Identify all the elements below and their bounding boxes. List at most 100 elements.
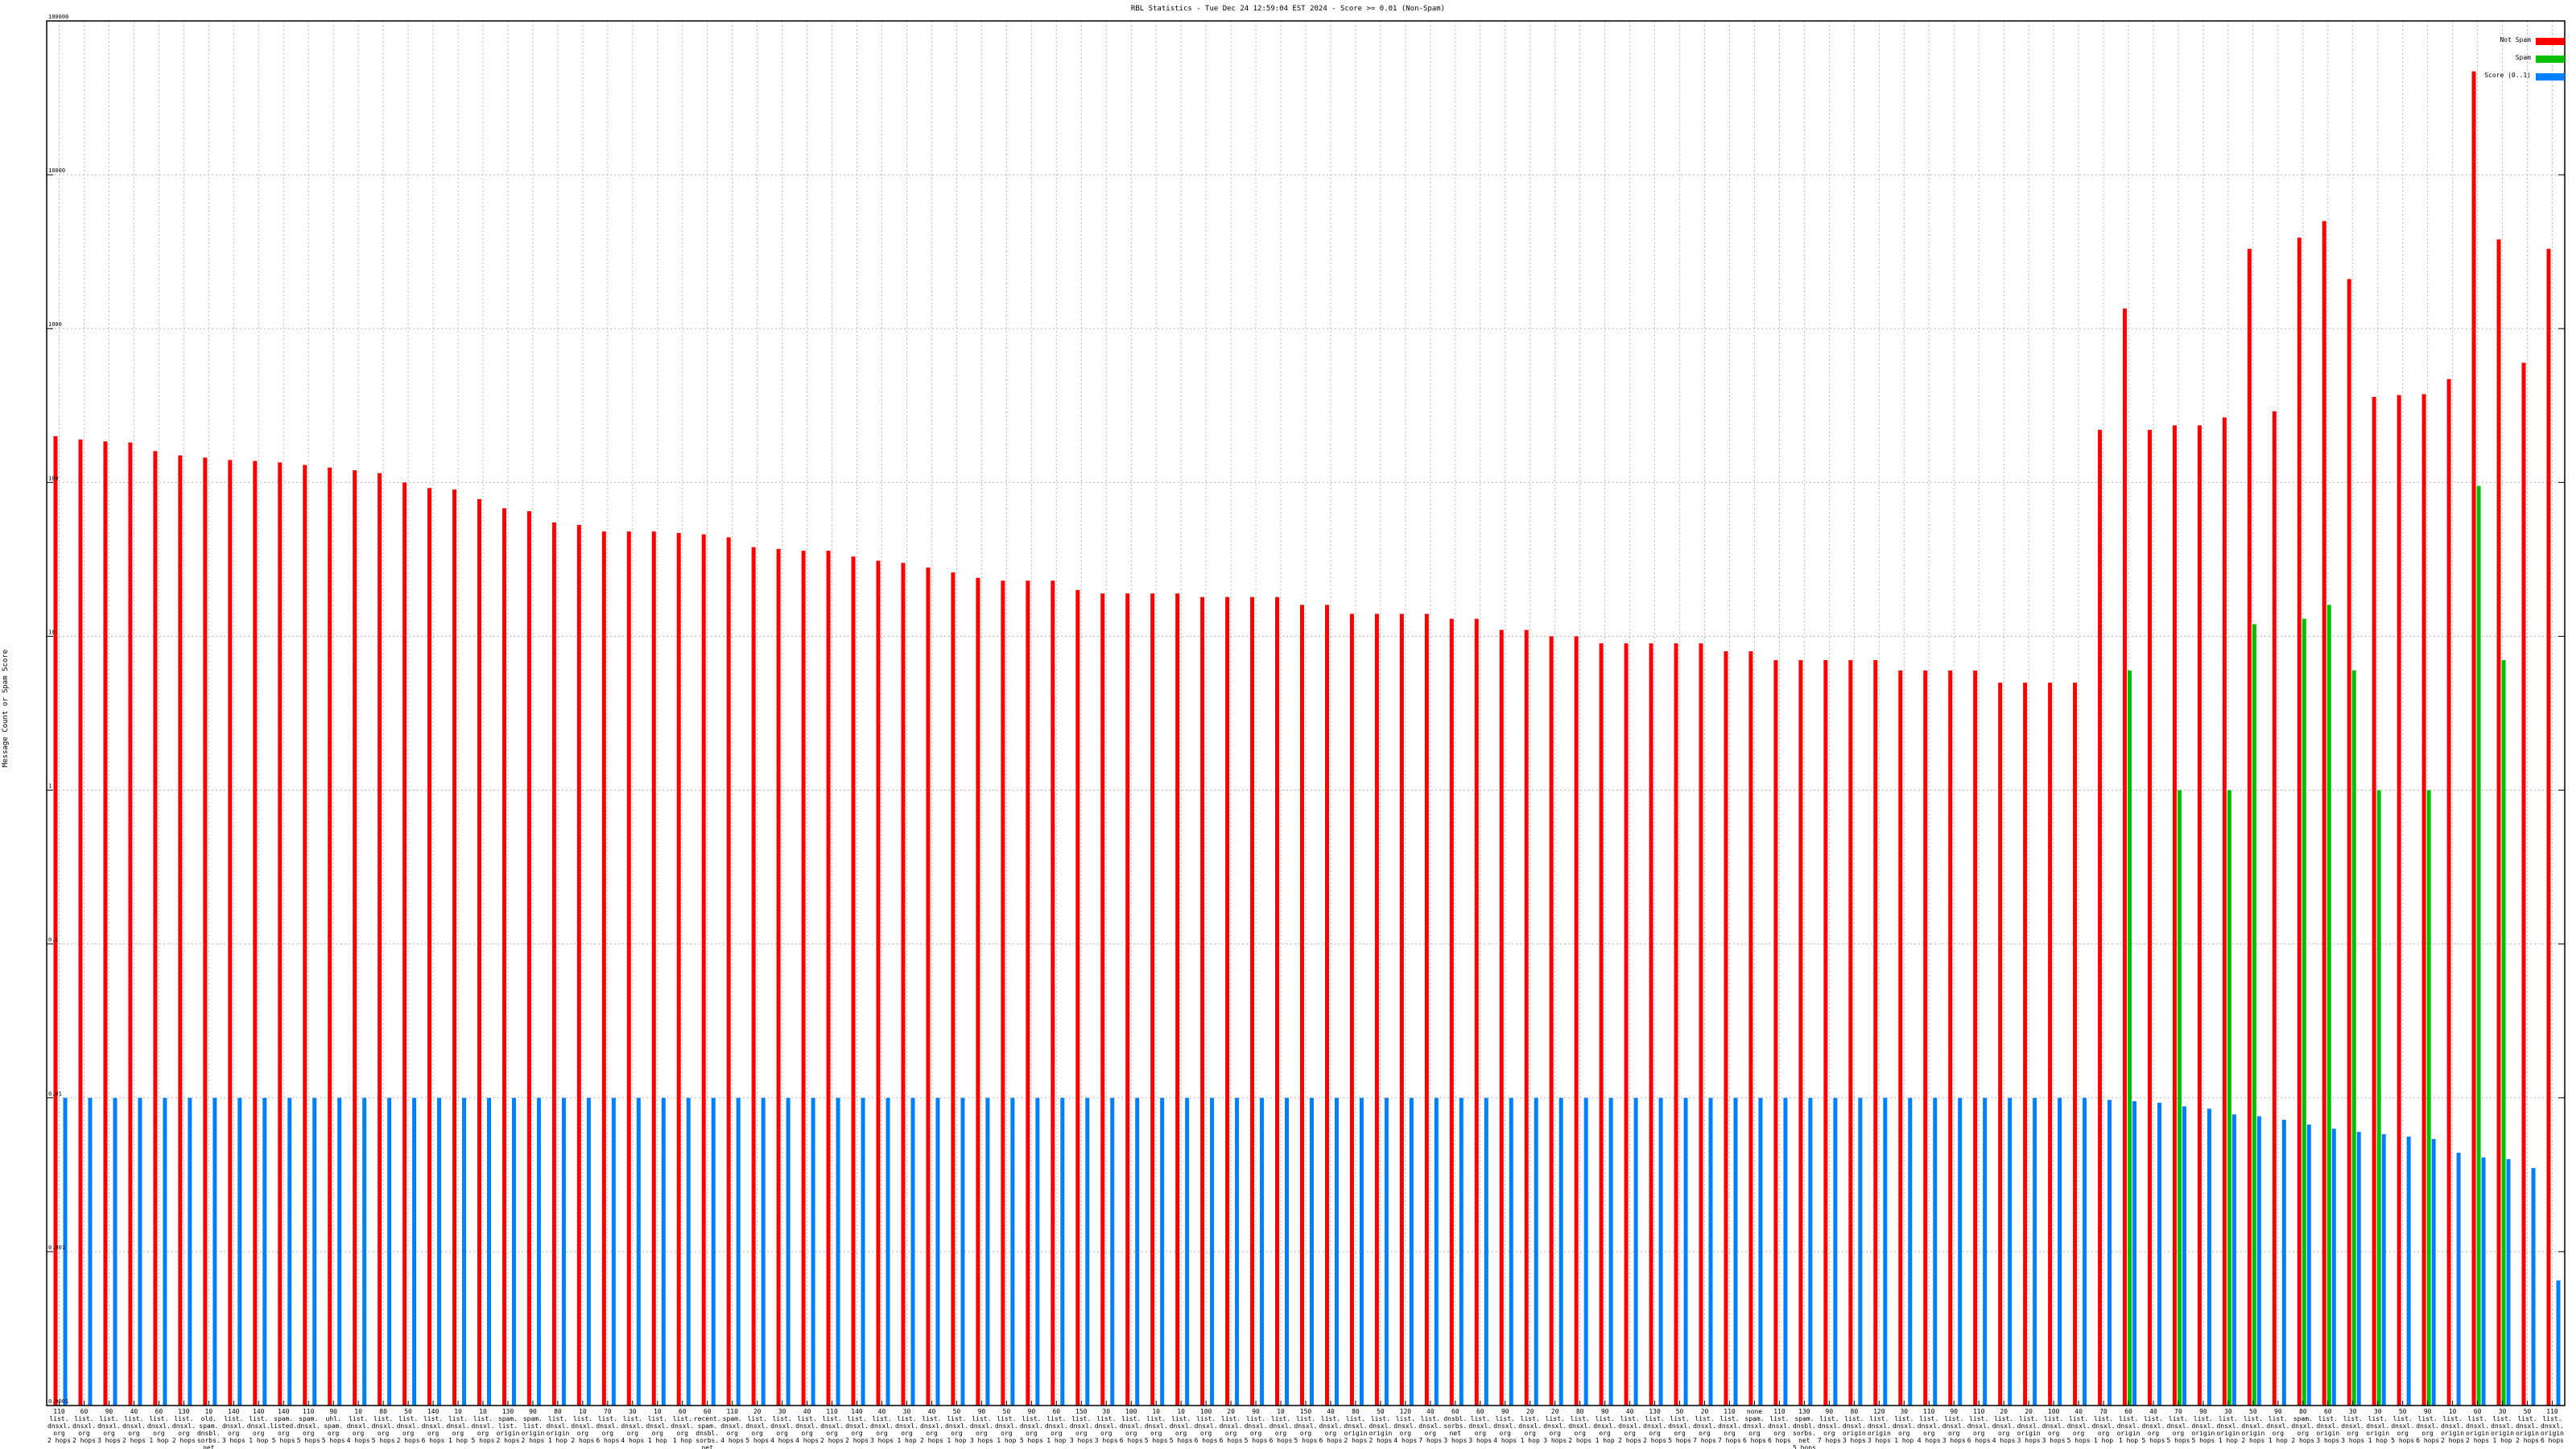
bar-score bbox=[237, 1097, 242, 1406]
x-category-label: 20 list. dnsxl. org 6 hops bbox=[1220, 1408, 1243, 1444]
x-category-label: 10 list. dnsxl. org 5 hops bbox=[1170, 1408, 1193, 1444]
x-category-label-line: 5 hops bbox=[2142, 1437, 2165, 1444]
bar-score bbox=[2556, 1280, 2561, 1406]
x-category-label-line: list. bbox=[2368, 1415, 2388, 1422]
bar-score bbox=[1783, 1097, 1788, 1406]
bar-not-spam bbox=[526, 511, 531, 1406]
x-category-label: 90 list. dnsxl. org 3 hops bbox=[970, 1408, 993, 1444]
bar-score bbox=[935, 1097, 940, 1406]
x-category-label-line: 10 bbox=[1177, 1408, 1185, 1415]
x-category-label-line: dnsxl. bbox=[1269, 1422, 1293, 1430]
x-category-label-line: dnsxl. bbox=[72, 1422, 96, 1430]
x-category-label-line: 1 hop bbox=[448, 1437, 468, 1444]
x-category-label-line: 20 bbox=[753, 1408, 762, 1415]
x-category-label: 60 dnsbl. sorbs. net 3 hops bbox=[1443, 1408, 1467, 1444]
x-category-label: 60 list. dnsxl. org 1 hop bbox=[1045, 1408, 1068, 1444]
x-category-label-line: org bbox=[2173, 1430, 2185, 1437]
bar-not-spam bbox=[1250, 597, 1255, 1406]
x-category-label-line: dnsxl. bbox=[770, 1422, 794, 1430]
x-category-label-line: 1 hop bbox=[2493, 1437, 2512, 1444]
x-category-label-line: dnsxl. bbox=[1319, 1422, 1343, 1430]
bar-not-spam bbox=[2471, 71, 2476, 1406]
x-category-label-line: 6 hops bbox=[1743, 1437, 1766, 1444]
x-category-label-line: 4 hops bbox=[720, 1437, 744, 1444]
x-category-label: 20 list. dnsxl. org 7 hops bbox=[1693, 1408, 1716, 1444]
x-category-label-line: 1 hop bbox=[2368, 1437, 2388, 1444]
x-category-label-line: 1 hop bbox=[673, 1437, 692, 1444]
x-category-label-line: dnsxl. bbox=[1768, 1422, 1791, 1430]
x-category-label-line: 4 hops bbox=[347, 1437, 370, 1444]
x-category-label-line: list. bbox=[2069, 1415, 2088, 1422]
x-category-label-line: 1 hop bbox=[1894, 1437, 1913, 1444]
bar-not-spam bbox=[2396, 394, 2401, 1406]
bar-score bbox=[2531, 1167, 2536, 1406]
x-category-label: 120 list. dnsxl. origin 3 hops bbox=[1868, 1408, 1891, 1444]
bar-spam bbox=[2501, 660, 2506, 1406]
x-category-label: 40 list. dnsxl. org 5 hops bbox=[2142, 1408, 2165, 1444]
x-category-label-line: list. bbox=[49, 1415, 68, 1422]
bar-score bbox=[1260, 1097, 1265, 1406]
x-category-label-line: dnsxl. bbox=[1120, 1422, 1143, 1430]
bar-score bbox=[2506, 1158, 2511, 1406]
x-category-label-line: org bbox=[677, 1430, 689, 1437]
x-category-label-line: 50 bbox=[2249, 1408, 2257, 1415]
bar-score bbox=[362, 1097, 367, 1406]
bar-not-spam bbox=[2272, 411, 2277, 1406]
x-category-label-line: 6 hops bbox=[2541, 1437, 2564, 1444]
x-category-label-line: list. bbox=[124, 1415, 143, 1422]
x-category-label-line: net bbox=[1450, 1430, 1462, 1437]
bar-not-spam bbox=[1125, 593, 1130, 1406]
x-category-label-line: dnsxl. bbox=[646, 1422, 669, 1430]
x-category-label-line: 40 bbox=[2074, 1408, 2083, 1415]
x-category-label-line: old. bbox=[201, 1415, 217, 1422]
bar-score bbox=[761, 1097, 766, 1406]
x-category-label-line: dnsxl. bbox=[1294, 1422, 1318, 1430]
bar-not-spam bbox=[253, 460, 258, 1406]
bar-score bbox=[2231, 1114, 2236, 1406]
x-category-label-line: 90 bbox=[978, 1408, 986, 1415]
x-category-label-line: 1 hop bbox=[1521, 1437, 1540, 1444]
x-category-label-line: org bbox=[452, 1430, 464, 1437]
bar-score bbox=[1633, 1097, 1638, 1406]
x-category-label: 70 list. dnsxl. org 6 hops bbox=[596, 1408, 619, 1444]
bar-score bbox=[2256, 1116, 2261, 1406]
bar-not-spam bbox=[926, 567, 931, 1406]
bar-score bbox=[1683, 1097, 1688, 1406]
x-category-label-line: dnsxl. bbox=[247, 1422, 270, 1430]
x-category-label-line: dnsxl. bbox=[1020, 1422, 1043, 1430]
x-category-label-line: 110 bbox=[303, 1408, 315, 1415]
x-category-label: 10 list. dnsxl. org 1 hop bbox=[646, 1408, 669, 1444]
bar-spam bbox=[2301, 618, 2306, 1406]
x-category-label: 90 list. dnsxl. org 5 hops bbox=[1245, 1408, 1268, 1444]
x-category-label-line: 1 hop bbox=[2219, 1437, 2238, 1444]
bar-score bbox=[1210, 1097, 1215, 1406]
x-category-label-line: org bbox=[577, 1430, 589, 1437]
x-category-label-line: list. bbox=[1022, 1415, 1041, 1422]
bar-score bbox=[1459, 1097, 1463, 1406]
x-category-label-line: list. bbox=[648, 1415, 667, 1422]
bar-score bbox=[1658, 1097, 1663, 1406]
x-category-label-line: dnsxl. bbox=[571, 1422, 594, 1430]
x-category-label-line: list. bbox=[1844, 1415, 1864, 1422]
bar-score bbox=[886, 1097, 890, 1406]
x-category-label-line: 50 bbox=[1003, 1408, 1011, 1415]
bar-not-spam bbox=[1649, 643, 1653, 1406]
x-category-label-line: org bbox=[1674, 1430, 1686, 1437]
x-category-label-line: 3 hops bbox=[1543, 1437, 1567, 1444]
x-category-label-line: list. bbox=[2542, 1415, 2562, 1422]
x-category-label-line: 2 hops bbox=[1344, 1437, 1367, 1444]
x-category-label-line: 4 hops bbox=[621, 1437, 644, 1444]
x-category-label: 10 list. dnsxl. org 5 hops bbox=[472, 1408, 495, 1444]
x-category-label-line: 40 bbox=[1626, 1408, 1634, 1415]
bar-not-spam bbox=[1699, 643, 1703, 1406]
bar-score bbox=[636, 1097, 641, 1406]
bar-score bbox=[1035, 1097, 1040, 1406]
x-category-label-line: dnsbl. bbox=[1443, 1415, 1467, 1422]
x-category-label: 110 list. dnsxl. org 6 hops bbox=[1768, 1408, 1791, 1444]
x-category-label: 50 list. dnsxl. org 1 hop bbox=[995, 1408, 1018, 1444]
bar-not-spam bbox=[576, 525, 581, 1406]
x-category-label-line: 110 bbox=[1773, 1408, 1785, 1415]
bar-not-spam bbox=[228, 460, 233, 1406]
x-category-label-line: org bbox=[1275, 1430, 1287, 1437]
